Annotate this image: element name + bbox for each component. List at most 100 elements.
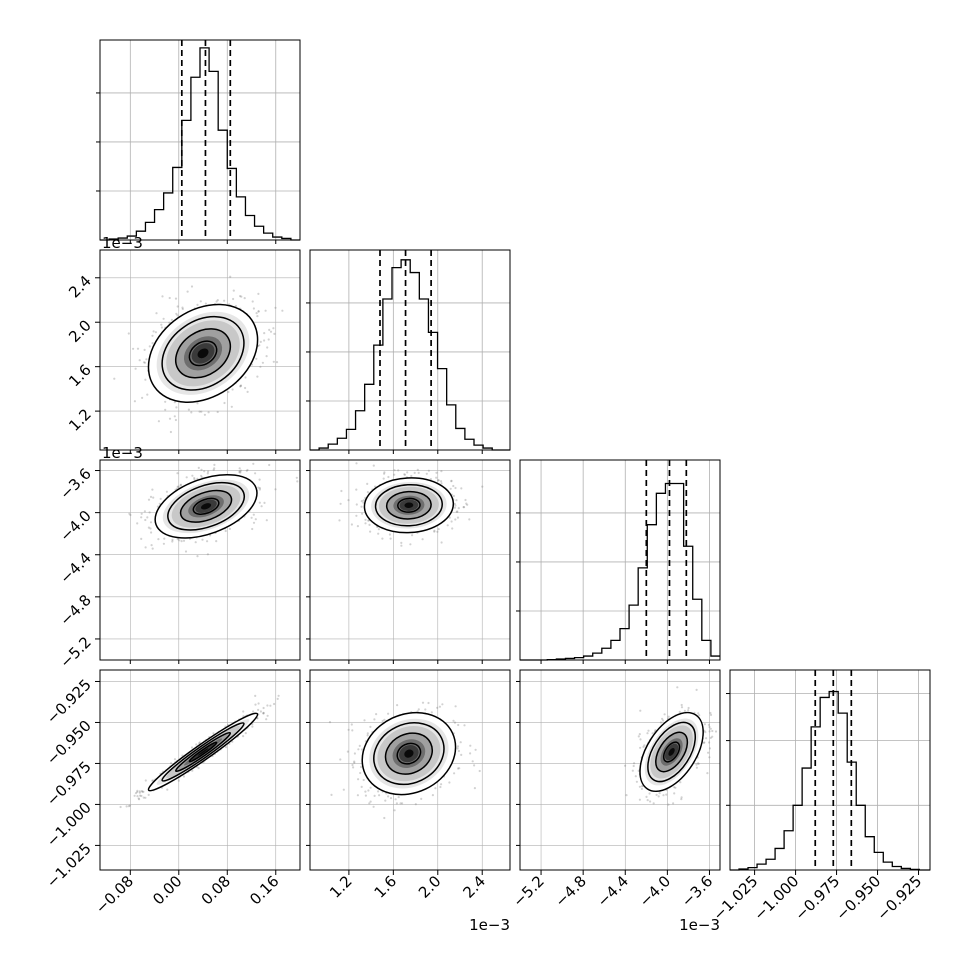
scatter-point <box>277 694 280 697</box>
scatter-point <box>151 488 154 491</box>
density-fill-4-6 <box>404 749 414 758</box>
scatter-point <box>347 728 350 731</box>
scatter-point <box>440 783 443 786</box>
scatter-point <box>144 546 147 549</box>
scatter-point <box>695 688 698 692</box>
scatter-point <box>256 375 259 378</box>
scatter-point <box>695 763 698 766</box>
contour-2-0 <box>397 497 421 513</box>
scatter-point <box>215 540 218 543</box>
x-offset-label-2: 1e−3 <box>679 916 720 934</box>
scatter-point <box>414 803 417 806</box>
scatter-point <box>206 472 209 475</box>
scatter-point <box>383 471 386 474</box>
scatter-point <box>399 802 402 805</box>
scatter-point <box>638 733 641 736</box>
density-fill-0-6 <box>197 348 209 359</box>
scatter-point <box>435 476 438 479</box>
contour-3-1 <box>175 731 232 773</box>
contour-1-1 <box>179 489 233 523</box>
scatter-point <box>170 762 173 765</box>
scatter-point <box>142 796 145 799</box>
scatter-point <box>457 767 460 770</box>
scatter-point <box>366 491 369 494</box>
x-tick-label-2-2: −4.4 <box>594 872 632 910</box>
scatter-point <box>452 719 455 722</box>
contour-4-1 <box>384 732 433 775</box>
scatter-point <box>136 795 139 798</box>
scatter-point <box>143 361 147 364</box>
scatter-point <box>665 793 668 796</box>
scatter-point <box>136 347 140 350</box>
scatter-point <box>410 474 413 478</box>
x-tick-label-3-4: −0.925 <box>873 872 925 924</box>
scatter-point <box>377 528 380 531</box>
scatter-point <box>263 332 266 335</box>
scatter-point <box>260 505 263 508</box>
scatter-point <box>206 553 209 556</box>
scatter-point <box>454 486 457 490</box>
hist-frame-0 <box>99 39 301 241</box>
contour-5-3 <box>639 711 704 793</box>
scatter-point <box>360 505 363 508</box>
scatter-point <box>698 714 701 717</box>
scatter-point <box>437 528 440 531</box>
scatter-point <box>193 477 196 480</box>
scatter-point <box>364 522 367 525</box>
scatter-point <box>239 384 242 388</box>
x-offset-label-1: 1e−3 <box>469 916 510 934</box>
scatter-point <box>400 541 403 545</box>
scatter-point <box>456 516 460 519</box>
scatter-point <box>427 701 430 705</box>
contour-3-0 <box>188 741 218 763</box>
scatter-point <box>662 719 665 722</box>
scatter-point <box>396 704 399 707</box>
scatter-point <box>295 476 298 479</box>
y-tick-label-2-4: −3.6 <box>56 465 94 503</box>
scatter-point <box>471 760 474 763</box>
scatter-point <box>198 741 201 744</box>
scatter-point <box>687 706 690 710</box>
scatter-point <box>374 485 377 488</box>
scatter-point <box>680 798 683 801</box>
scatter-point <box>149 495 153 498</box>
scatter-point <box>441 703 444 706</box>
scatter-point <box>438 705 441 708</box>
x-tick-label-3-0: −1.025 <box>709 872 761 924</box>
scatter-point <box>631 769 634 772</box>
scatter-point <box>451 527 454 530</box>
scatter-point <box>708 747 712 750</box>
scatter-point <box>151 342 154 345</box>
scatter-point <box>216 410 219 414</box>
contour-4-2 <box>373 722 445 786</box>
scatter-point <box>254 694 257 698</box>
scatter-point <box>457 749 460 753</box>
scatter-point <box>389 537 392 540</box>
scatter-point <box>395 802 398 805</box>
contour-2-1 <box>385 490 432 520</box>
pair-inner-4 <box>310 670 510 870</box>
scatter-point <box>148 511 151 514</box>
scatter-point <box>138 790 141 793</box>
scatter-point <box>200 468 203 471</box>
scatter-point <box>683 709 687 713</box>
scatter-point <box>134 367 137 370</box>
scatter-point <box>358 744 361 748</box>
scatter-point <box>388 533 391 536</box>
scatter-point <box>421 538 424 541</box>
scatter-point <box>227 390 230 394</box>
scatter-point <box>185 476 188 479</box>
pair-panel-0-1 <box>99 249 301 451</box>
scatter-point <box>171 540 174 543</box>
contour-4-0 <box>396 742 422 765</box>
pair-inner-2 <box>310 460 510 660</box>
scatter-point <box>360 785 363 789</box>
scatter-point <box>624 764 627 767</box>
scatter-point <box>657 795 660 798</box>
scatter-point <box>128 512 131 515</box>
scatter-point <box>246 468 249 472</box>
scatter-point <box>714 730 718 733</box>
scatter-point <box>377 790 380 793</box>
scatter-point <box>266 346 269 349</box>
scatter-point <box>709 711 712 715</box>
